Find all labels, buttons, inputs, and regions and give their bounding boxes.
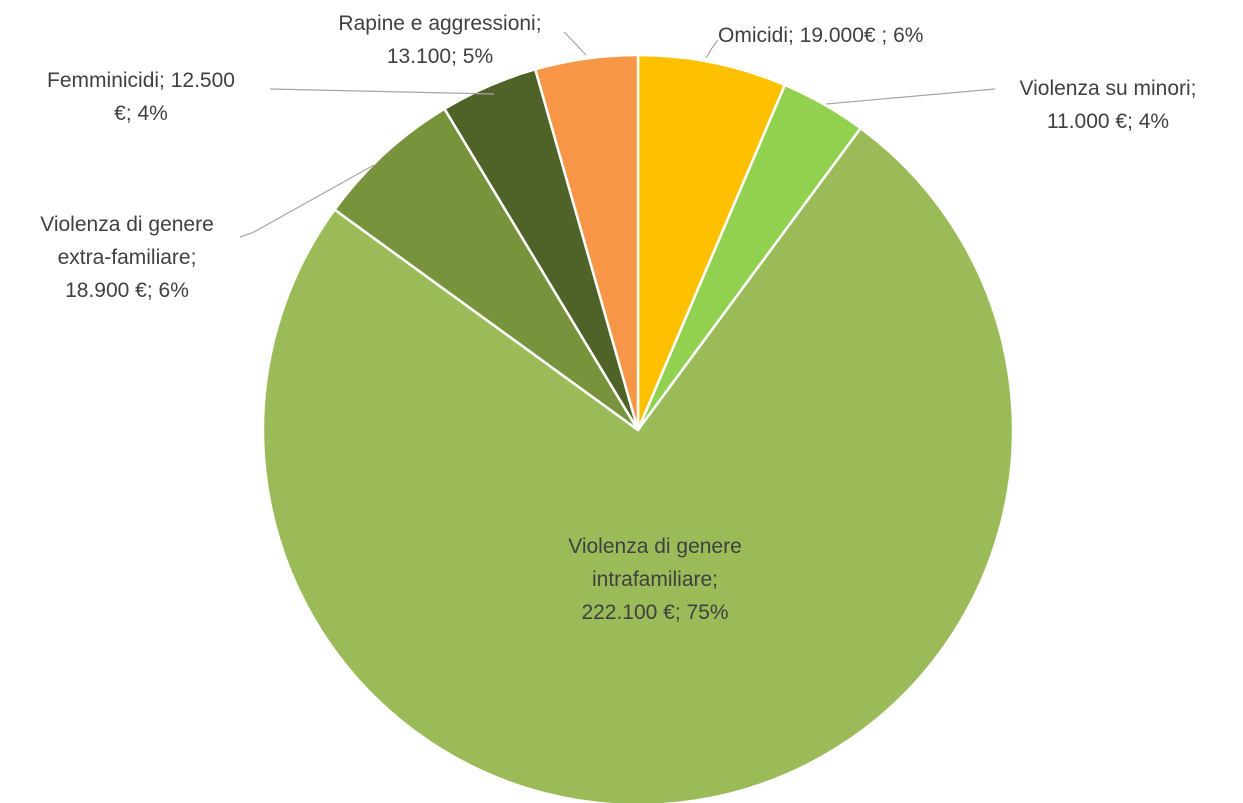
- pie-slice-omicidi: [636, 53, 787, 432]
- data-label-violenza-di-genere-extra-familiare: Violenza di genere extra-familiare; 18.900…: [40, 213, 214, 302]
- data-label-omicidi: Omicidi; 19.000€ ; 6%: [718, 24, 923, 47]
- data-label-femminicidi: Femminicidi; 12.500 €; 4%: [47, 69, 235, 125]
- leader-lines: [239, 31, 996, 238]
- pie-slice-rapine-e-aggressioni: [534, 53, 640, 432]
- leader-line-omicidi: [705, 39, 719, 59]
- data-label-line: Violenza di genere: [40, 213, 214, 236]
- data-label-rapine-e-aggressioni: Rapine e aggressioni; 13.100; 5%: [338, 12, 541, 68]
- leader-line-violenza-di-genere-extra-familiare: [239, 164, 375, 238]
- data-label-violenza-su-minori: Violenza su minori; 11.000 €; 4%: [1019, 77, 1196, 133]
- pie-slice-violenza-di-genere-extra-familiare: [333, 107, 640, 432]
- data-label-line: €; 4%: [114, 102, 168, 125]
- leader-line-femminicidi: [269, 88, 495, 95]
- data-label-line: intrafamiliare;: [592, 568, 718, 591]
- data-label-line: 11.000 €; 4%: [1047, 110, 1169, 133]
- data-label-violenza-di-genere-intrafamiliare: Violenza di genere intrafamiliare; 222.100…: [568, 535, 742, 624]
- leader-line-violenza-su-minori: [825, 88, 996, 105]
- data-label-line: Rapine e aggressioni;: [338, 12, 541, 35]
- pie-slices: [261, 53, 1015, 803]
- data-labels: Omicidi; 19.000€ ; 6% Violenza su minori;…: [40, 12, 1196, 624]
- data-label-line: Violenza di genere: [568, 535, 742, 558]
- leader-line-rapine-e-aggressioni: [563, 31, 587, 56]
- data-label-line: 18.900 €; 6%: [65, 279, 189, 302]
- data-label-line: 13.100; 5%: [387, 45, 493, 68]
- data-label-line: Omicidi; 19.000€ ; 6%: [718, 24, 923, 47]
- data-label-line: Femminicidi; 12.500: [47, 69, 235, 92]
- data-label-line: Violenza su minori;: [1019, 77, 1196, 100]
- data-label-line: 222.100 €; 75%: [581, 601, 728, 624]
- data-label-line: extra-familiare;: [58, 246, 197, 269]
- pie-slice-violenza-di-genere-intrafamiliare: [261, 126, 1015, 803]
